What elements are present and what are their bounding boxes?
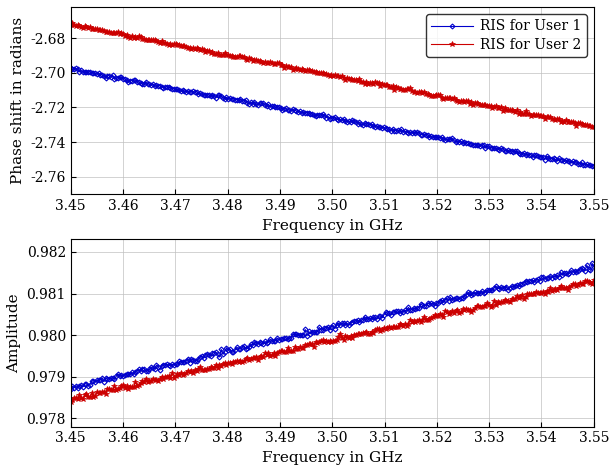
RIS for User 1 — [508, 148, 515, 154]
RIS for User 1 — [387, 312, 395, 318]
RIS for User 2 — [380, 82, 387, 88]
RIS for User 1 — [67, 65, 75, 71]
RIS for User 2 — [543, 114, 550, 120]
RIS for User 2 — [508, 296, 515, 302]
Line: RIS for User 2: RIS for User 2 — [68, 20, 596, 130]
Legend: RIS for User 1, RIS for User 2: RIS for User 1, RIS for User 2 — [426, 14, 587, 57]
RIS for User 2 — [67, 399, 75, 405]
RIS for User 1 — [590, 264, 598, 270]
RIS for User 2 — [389, 84, 396, 89]
RIS for User 1 — [387, 128, 395, 134]
RIS for User 1 — [69, 383, 76, 389]
Line: RIS for User 1: RIS for User 1 — [69, 66, 596, 168]
RIS for User 2 — [378, 81, 386, 87]
RIS for User 1 — [67, 387, 75, 392]
RIS for User 2 — [588, 124, 596, 130]
X-axis label: Frequency in GHz: Frequency in GHz — [262, 219, 402, 233]
RIS for User 1 — [588, 260, 596, 266]
Line: RIS for User 1: RIS for User 1 — [69, 261, 596, 391]
RIS for User 2 — [67, 23, 75, 28]
RIS for User 1 — [69, 67, 76, 72]
Y-axis label: Amplitude: Amplitude — [7, 293, 21, 373]
RIS for User 2 — [590, 278, 598, 283]
RIS for User 1 — [378, 315, 386, 320]
RIS for User 2 — [378, 328, 386, 333]
X-axis label: Frequency in GHz: Frequency in GHz — [262, 451, 402, 465]
RIS for User 1 — [541, 157, 548, 162]
RIS for User 1 — [590, 163, 598, 169]
RIS for User 1 — [376, 313, 384, 319]
RIS for User 2 — [376, 328, 384, 334]
RIS for User 2 — [69, 20, 76, 26]
RIS for User 2 — [509, 108, 517, 114]
RIS for User 2 — [387, 326, 395, 331]
RIS for User 1 — [376, 125, 384, 130]
RIS for User 1 — [378, 125, 386, 130]
RIS for User 1 — [541, 276, 548, 282]
RIS for User 1 — [588, 164, 596, 169]
RIS for User 2 — [590, 124, 598, 129]
RIS for User 1 — [508, 283, 515, 289]
RIS for User 2 — [541, 291, 548, 297]
RIS for User 2 — [69, 397, 76, 403]
Line: RIS for User 2: RIS for User 2 — [68, 278, 596, 405]
Y-axis label: Phase shift in radians: Phase shift in radians — [11, 17, 25, 184]
RIS for User 2 — [71, 22, 78, 28]
